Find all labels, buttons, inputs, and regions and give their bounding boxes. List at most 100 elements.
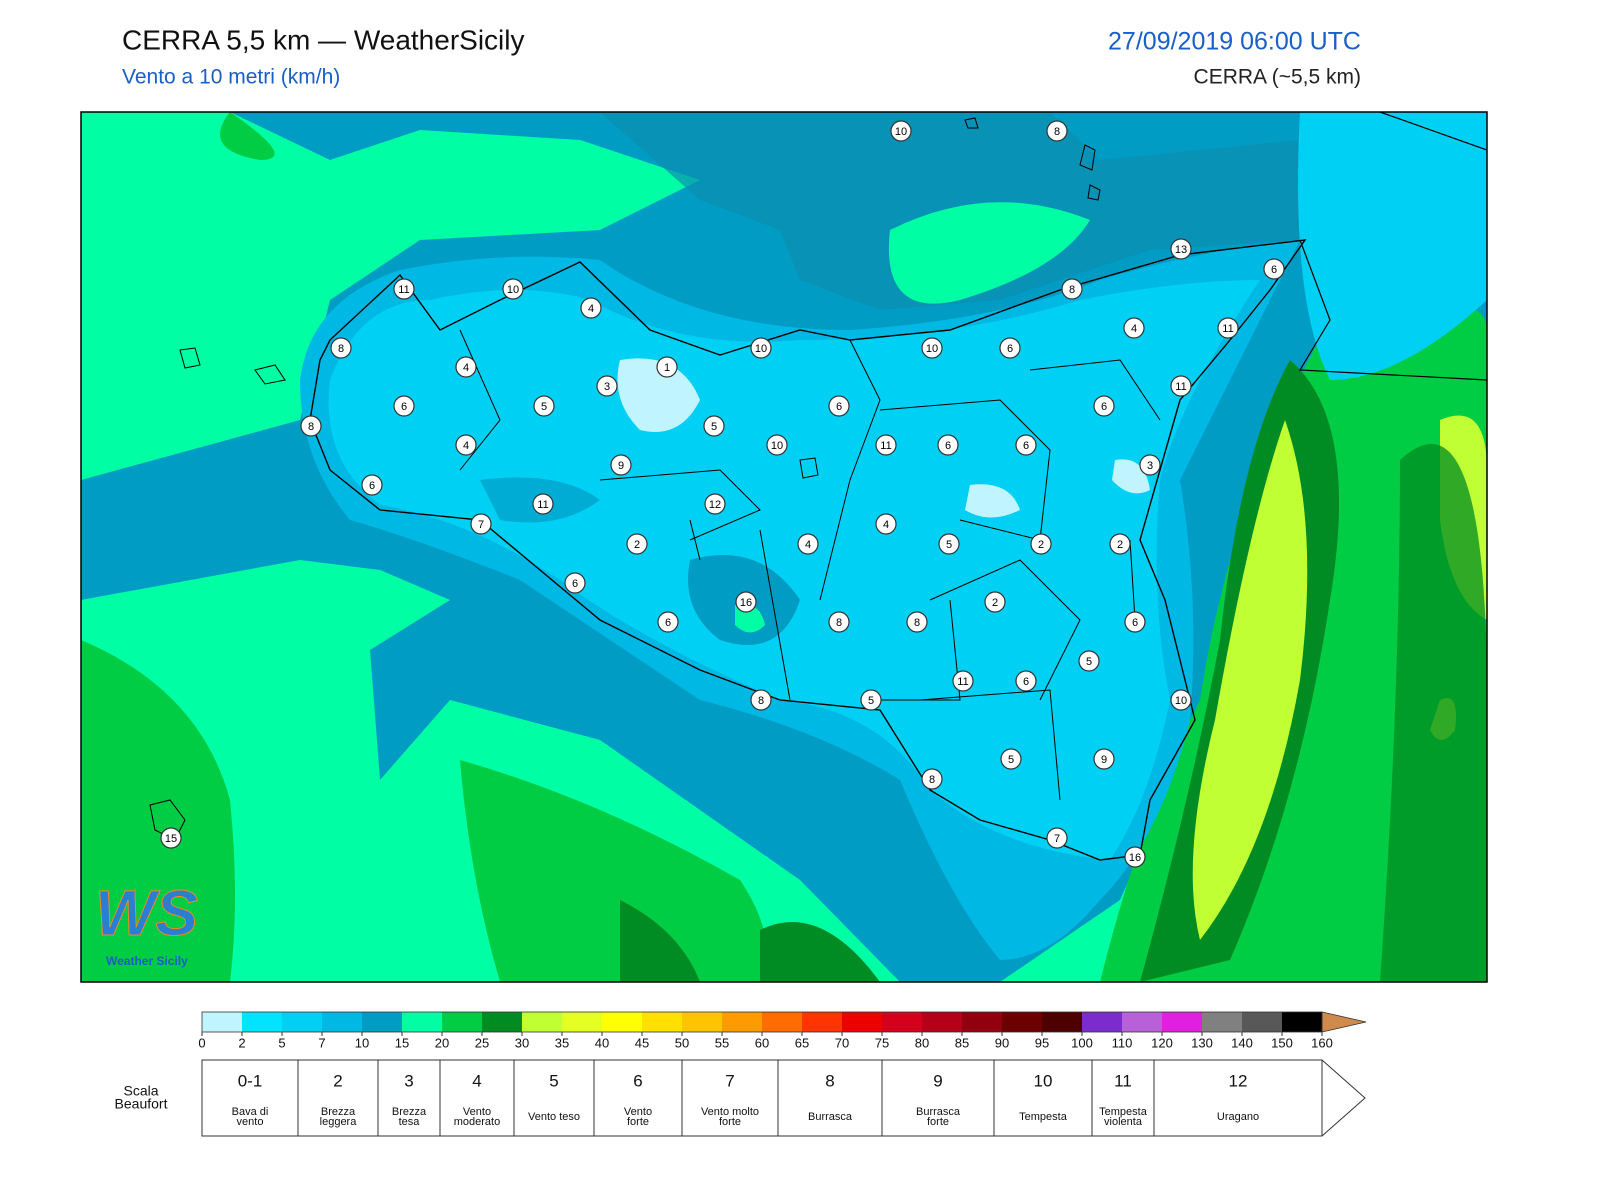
station-marker	[797, 533, 819, 555]
station-marker	[890, 120, 912, 142]
station-marker	[1124, 611, 1146, 633]
colorbar-bin	[1162, 1012, 1202, 1032]
station-value: 11	[1222, 323, 1233, 335]
colorbar-tick-label: 40	[595, 1035, 609, 1050]
colorbar-bin	[482, 1012, 522, 1032]
beaufort-label: Scala Beaufort	[115, 1082, 168, 1111]
beaufort-force: 3	[404, 1071, 413, 1090]
colorbar-bin	[442, 1012, 482, 1032]
station-value: 5	[1008, 754, 1014, 766]
station-value: 5	[541, 401, 547, 413]
beaufort-frame	[201, 1059, 1366, 1137]
station-value: 5	[711, 421, 717, 433]
station-value: 11	[537, 499, 548, 511]
station-marker	[470, 513, 492, 535]
beaufort-force: 7	[725, 1071, 734, 1090]
colorbar-bin	[1242, 1012, 1282, 1032]
beaufort-force: 12	[1229, 1071, 1248, 1090]
station-value: 11	[398, 284, 409, 296]
colorbar-bin	[562, 1012, 602, 1032]
station-marker	[1093, 395, 1115, 417]
station-marker	[1263, 258, 1285, 280]
station-value: 6	[369, 480, 375, 492]
station-marker	[703, 415, 725, 437]
colorbar-tick-label: 5	[278, 1035, 285, 1050]
subtitle: Vento a 10 metri (km/h)	[122, 66, 340, 89]
station-marker	[875, 434, 897, 456]
station-marker	[455, 356, 477, 378]
beaufort-description: Tempesta	[1019, 1111, 1068, 1123]
station-marker	[766, 434, 788, 456]
beaufort-description: Vento forte	[624, 1106, 652, 1128]
station-value: 4	[883, 519, 889, 531]
colorbar-tick-label: 95	[1035, 1035, 1049, 1050]
station-value: 5	[868, 695, 874, 707]
station-value: 6	[1023, 440, 1029, 452]
colorbar-tick-label: 90	[995, 1035, 1009, 1050]
colorbar-bin	[1202, 1012, 1242, 1032]
colorbar-bin	[682, 1012, 722, 1032]
colorbar-extension	[1321, 1011, 1367, 1033]
station-value: 16	[740, 597, 752, 609]
colorbar-tick-label: 130	[1191, 1035, 1213, 1050]
station-marker	[1061, 278, 1083, 300]
station-value: 8	[929, 774, 935, 786]
station-marker	[984, 591, 1006, 613]
logo-name: Weather Sicily	[106, 954, 188, 968]
beaufort-description: Burrasca	[808, 1111, 853, 1123]
colorbar-bin	[242, 1012, 282, 1032]
station-marker	[1170, 238, 1192, 260]
colorbar-tick-label: 45	[635, 1035, 649, 1050]
colorbar-bin	[962, 1012, 1002, 1032]
beaufort-description: Bava di vento	[232, 1106, 269, 1128]
station-marker	[580, 297, 602, 319]
station-marker	[921, 768, 943, 790]
station-value: 1	[664, 362, 670, 374]
colorbar-bin	[842, 1012, 882, 1032]
beaufort-force: 10	[1034, 1071, 1053, 1090]
station-marker	[999, 337, 1021, 359]
station-value: 2	[1117, 539, 1123, 551]
station-value: 16	[1129, 852, 1141, 864]
station-value: 10	[895, 126, 907, 138]
colorbar-tick-label: 120	[1151, 1035, 1173, 1050]
station-marker	[1124, 846, 1146, 868]
station-value: 8	[338, 343, 344, 355]
station-value: 2	[992, 597, 998, 609]
colorbar-bin	[802, 1012, 842, 1032]
station-value: 8	[758, 695, 764, 707]
station-marker	[860, 689, 882, 711]
station-value: 6	[1271, 264, 1277, 276]
beaufort-force: 8	[825, 1071, 834, 1090]
station-marker	[533, 395, 555, 417]
colorbar-bin	[322, 1012, 362, 1032]
colorbar-bin	[1042, 1012, 1082, 1032]
colorbar-bin	[362, 1012, 402, 1032]
station-value: 6	[836, 401, 842, 413]
beaufort-scale: Scala Beaufort 0-1 Bava di vento 2 Brezza legge…	[115, 1059, 1366, 1137]
station-value: 3	[604, 381, 610, 393]
beaufort-force: 5	[549, 1071, 558, 1090]
colorbar-bin	[1002, 1012, 1042, 1032]
colorbar-bin	[282, 1012, 322, 1032]
station-marker	[1046, 827, 1068, 849]
station-marker	[875, 513, 897, 535]
station-value: 7	[1054, 833, 1060, 845]
station-marker	[1109, 533, 1131, 555]
station-marker	[1217, 317, 1239, 339]
station-marker	[906, 611, 928, 633]
colorbar-bin	[922, 1012, 962, 1032]
station-value: 8	[308, 421, 314, 433]
colorbar-bin	[602, 1012, 642, 1032]
station-value: 4	[588, 303, 594, 315]
station-marker	[502, 278, 524, 300]
colorbar-tick-label: 2	[238, 1035, 245, 1050]
station-value: 8	[1069, 284, 1075, 296]
colorbar-bin	[402, 1012, 442, 1032]
colorbar-bin	[202, 1012, 242, 1032]
station-value: 9	[618, 460, 624, 472]
station-marker	[160, 827, 182, 849]
station-value: 6	[1007, 343, 1013, 355]
beaufort-description: Burrasca forte	[916, 1106, 961, 1128]
